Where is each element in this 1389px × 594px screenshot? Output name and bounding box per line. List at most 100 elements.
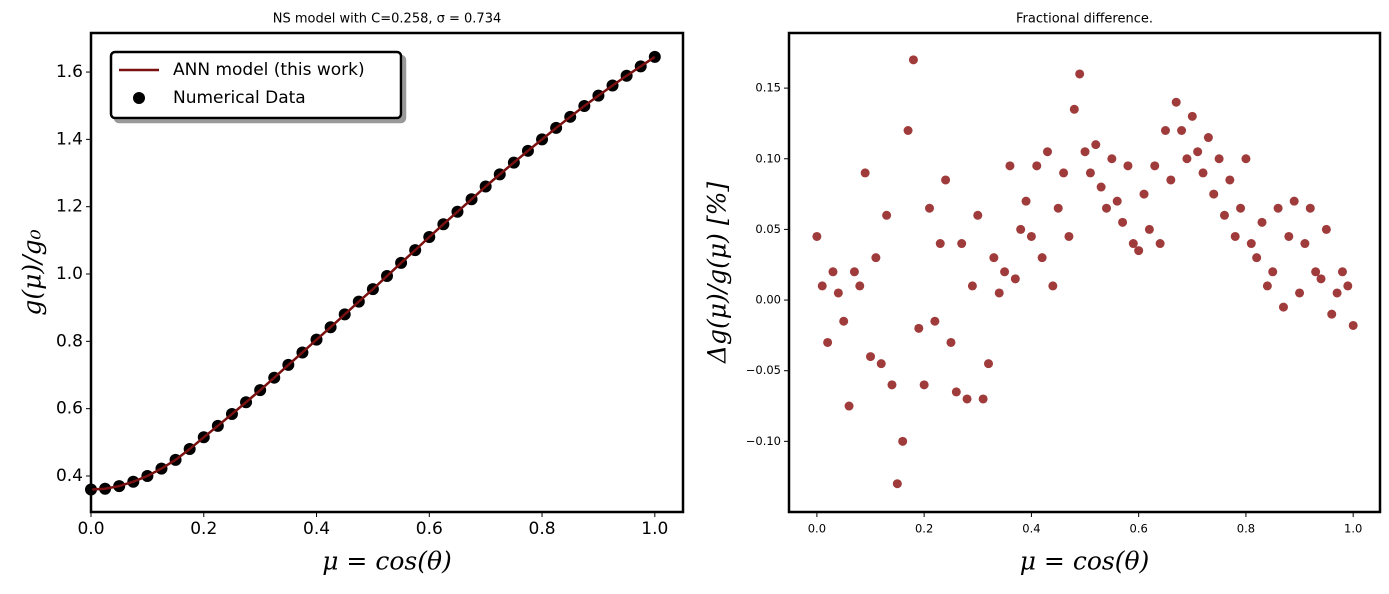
data-point	[1139, 189, 1149, 199]
y-tick-label: 0.8	[56, 331, 83, 351]
chart-title: NS model with C=0.258, σ = 0.734	[273, 12, 502, 27]
y-tick-label: 1.6	[56, 62, 83, 82]
data-point	[1128, 239, 1138, 249]
y-tick-label: 0.15	[755, 81, 781, 95]
data-point	[1037, 253, 1047, 263]
data-line	[90, 55, 656, 491]
data-point	[860, 168, 870, 178]
y-tick-label: 0.00	[755, 293, 781, 307]
data-point	[1080, 147, 1090, 157]
data-point	[1177, 125, 1187, 135]
data-point	[1241, 154, 1251, 164]
data-point	[935, 239, 945, 249]
axes-frame	[787, 31, 1382, 514]
data-point	[914, 323, 924, 333]
data-point	[1005, 161, 1015, 171]
data-point	[1268, 267, 1278, 277]
data-point	[1187, 111, 1197, 121]
data-point	[839, 316, 849, 326]
data-point	[1262, 281, 1272, 291]
data-point	[844, 401, 854, 411]
data-point	[849, 267, 859, 277]
legend-label: ANN model (this work)	[173, 60, 365, 80]
data-point	[1284, 231, 1294, 241]
data-point	[1166, 175, 1176, 185]
y-tick-label: −0.10	[746, 434, 781, 448]
y-tick-label: 0.10	[755, 151, 781, 165]
x-axis-label: μ = cos(θ)	[322, 547, 452, 576]
data-point	[1343, 281, 1353, 291]
data-point	[823, 337, 833, 347]
y-tick-label: 1.2	[56, 197, 83, 217]
data-point	[1246, 239, 1256, 249]
data-point	[1016, 224, 1026, 234]
data-point	[1059, 168, 1069, 178]
data-point	[1198, 168, 1208, 178]
data-point	[973, 210, 983, 220]
data-point	[1332, 288, 1342, 298]
data-point	[1214, 154, 1224, 164]
data-point	[887, 380, 897, 390]
data-point	[1000, 267, 1010, 277]
data-point	[1048, 281, 1058, 291]
data-point	[817, 281, 827, 291]
data-point	[1042, 147, 1052, 157]
data-point	[1203, 133, 1213, 143]
data-point	[866, 352, 876, 362]
data-point	[984, 359, 994, 369]
x-tick-label: 0.6	[416, 519, 443, 539]
data-point	[1300, 239, 1310, 249]
data-point	[1219, 210, 1229, 220]
data-point	[855, 281, 865, 291]
plot-area	[812, 55, 1358, 489]
data-point	[962, 394, 972, 404]
data-point	[871, 253, 881, 263]
data-point	[1123, 161, 1133, 171]
y-tick-label: 1.4	[56, 129, 83, 149]
x-tick-label: 0.8	[1237, 522, 1255, 536]
data-point	[908, 55, 918, 65]
data-point	[1252, 253, 1262, 263]
data-point	[951, 387, 961, 397]
legend-swatch	[133, 92, 145, 104]
data-point	[1118, 217, 1128, 227]
data-point	[1160, 125, 1170, 135]
data-point	[882, 210, 892, 220]
x-tick-label: 1.0	[641, 519, 668, 539]
data-point	[876, 359, 886, 369]
data-point	[967, 281, 977, 291]
data-point	[833, 288, 843, 298]
data-point	[1096, 182, 1106, 192]
legend: ANN model (this work) Numerical Data	[109, 50, 403, 120]
data-point	[957, 239, 967, 249]
data-point	[930, 316, 940, 326]
data-point	[919, 380, 929, 390]
y-axis-label: Δg(μ)/g(μ) [%]	[703, 182, 732, 364]
data-point	[1209, 189, 1219, 199]
data-point	[989, 253, 999, 263]
y-tick-label: 0.05	[755, 222, 781, 236]
data-point	[1327, 309, 1337, 319]
x-axis-label: μ = cos(θ)	[1020, 547, 1150, 576]
x-tick-label: 0.2	[915, 522, 933, 536]
data-point	[1295, 288, 1305, 298]
data-point	[1032, 161, 1042, 171]
data-point	[1337, 267, 1347, 277]
data-point	[903, 125, 913, 135]
x-tick-label: 0.0	[77, 519, 104, 539]
data-point	[1193, 147, 1203, 157]
data-point	[1236, 203, 1246, 213]
data-point	[812, 231, 822, 241]
data-point	[1107, 154, 1117, 164]
data-point	[946, 337, 956, 347]
data-point	[1171, 97, 1181, 107]
data-point	[1150, 161, 1160, 171]
x-tick-label: 0.6	[1130, 522, 1148, 536]
data-point	[1053, 203, 1063, 213]
x-tick-label: 0.2	[190, 519, 217, 539]
x-tick-label: 0.8	[529, 519, 556, 539]
data-point	[1289, 196, 1299, 206]
data-point	[1069, 104, 1079, 114]
x-tick-label: 0.4	[1022, 522, 1040, 536]
legend-label: Numerical Data	[173, 88, 306, 108]
